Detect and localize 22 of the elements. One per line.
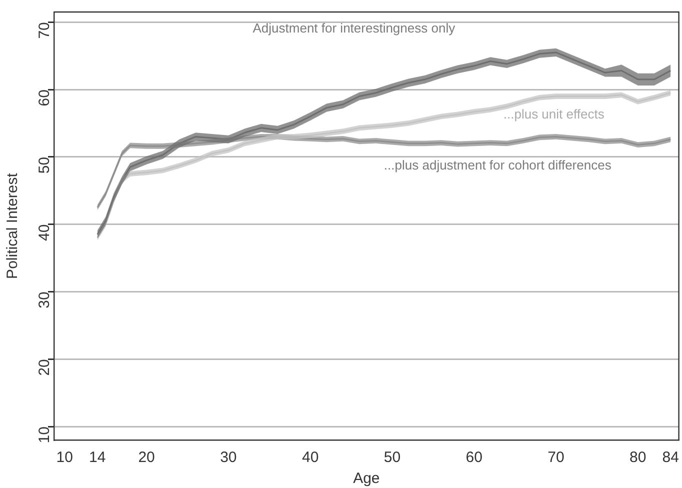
y-tick-label: 20 <box>36 359 54 376</box>
x-tick-label: 20 <box>138 449 155 466</box>
annotation: ...plus unit effects <box>503 106 605 122</box>
x-tick-label: 50 <box>384 449 401 466</box>
y-tick-label: 40 <box>36 224 54 241</box>
x-tick-label: 40 <box>302 449 319 466</box>
y-tick-label: 10 <box>36 426 54 444</box>
x-tick-label: 70 <box>548 449 564 466</box>
x-tick-label: 84 <box>662 449 679 466</box>
annotation: Adjustment for interestingness only <box>252 20 456 36</box>
y-tick-label: 50 <box>36 156 54 174</box>
y-tick-label: 70 <box>36 22 54 39</box>
y-tick-label: 30 <box>36 292 54 308</box>
y-axis-title: Political Interest <box>4 172 22 279</box>
x-tick-label: 10 <box>56 449 73 466</box>
x-axis-title: Age <box>353 470 380 488</box>
y-tick-label: 60 <box>36 90 54 106</box>
x-tick-label: 14 <box>89 449 106 466</box>
x-tick-label: 80 <box>630 449 646 466</box>
x-tick-label: 30 <box>220 449 237 466</box>
annotation: ...plus adjustment for cohort differences <box>384 158 612 173</box>
x-tick-label: 60 <box>466 449 482 466</box>
